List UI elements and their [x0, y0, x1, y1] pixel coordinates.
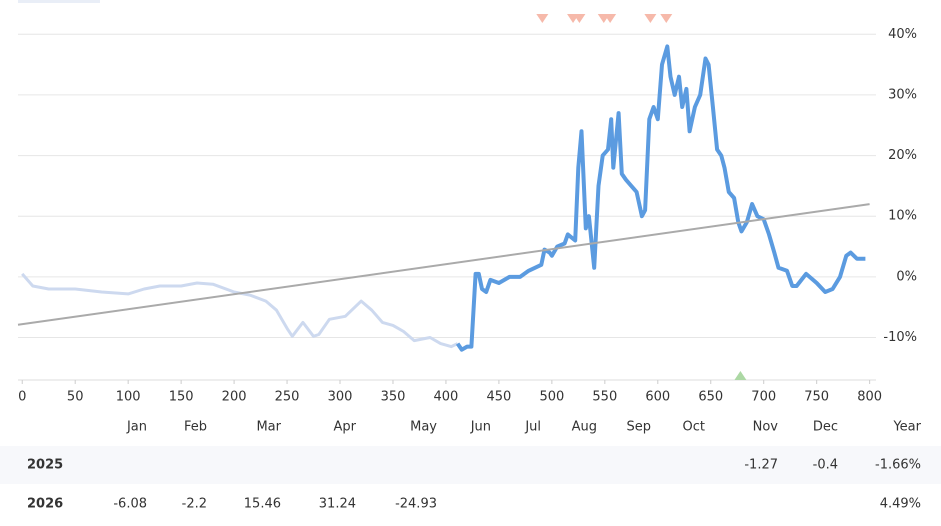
signal-marker — [536, 14, 549, 23]
column-header: Year — [892, 420, 921, 435]
cell: -24.93 — [395, 497, 437, 512]
signal-marker — [573, 14, 586, 23]
x-tick-label: 0 — [18, 390, 26, 405]
x-tick-label: 200 — [222, 390, 247, 405]
x-tick-label: 400 — [434, 390, 459, 405]
x-tick-label: 600 — [645, 390, 670, 405]
y-tick-label: 30% — [888, 87, 917, 102]
column-header: Jun — [470, 420, 491, 435]
column-header: May — [410, 420, 437, 435]
x-tick-label: 250 — [275, 390, 300, 405]
x-tick-label: 500 — [539, 390, 564, 405]
row-label: 2026 — [27, 497, 63, 512]
line — [17, 203, 870, 326]
x-tick-label: 800 — [857, 390, 882, 405]
x-tick-label: 700 — [751, 390, 776, 405]
column-header: Feb — [184, 420, 207, 435]
column-header: Sep — [626, 420, 651, 435]
row-band — [0, 446, 941, 484]
cell: -2.2 — [182, 497, 207, 512]
column-header: Oct — [683, 420, 705, 435]
x-tick-label: 650 — [698, 390, 723, 405]
column-header: Jul — [524, 420, 541, 435]
y-tick-label: 20% — [888, 148, 917, 163]
tab — [18, 0, 100, 3]
cell: -1.66% — [875, 458, 921, 473]
y-tick-label: 40% — [888, 27, 917, 42]
cell: -6.08 — [113, 497, 147, 512]
cell: 4.49% — [880, 497, 921, 512]
x-tick-label: 350 — [381, 390, 406, 405]
signal-marker — [644, 14, 657, 23]
column-header: Nov — [753, 420, 779, 435]
column-header: Jan — [126, 420, 147, 435]
column-header: Dec — [813, 420, 838, 435]
x-tick-label: 550 — [592, 390, 617, 405]
x-tick-label: 150 — [169, 390, 194, 405]
y-tick-label: -10% — [883, 330, 917, 345]
cell: 31.24 — [319, 497, 356, 512]
signal-marker — [604, 14, 617, 23]
x-tick-label: 450 — [486, 390, 511, 405]
y-tick-label: 0% — [896, 269, 917, 284]
row-label: 2025 — [27, 458, 63, 473]
signal-marker — [660, 14, 673, 23]
signal-marker — [734, 371, 747, 380]
cell: 15.46 — [244, 497, 281, 512]
line — [455, 44, 866, 352]
x-tick-label: 100 — [116, 390, 141, 405]
cell: -1.27 — [744, 458, 778, 473]
x-tick-label: 50 — [67, 390, 84, 405]
column-header: Aug — [572, 420, 597, 435]
column-header: Mar — [256, 420, 281, 435]
line — [21, 272, 459, 349]
cell: -0.4 — [813, 458, 838, 473]
x-tick-label: 300 — [328, 390, 353, 405]
y-tick-label: 10% — [888, 209, 917, 224]
x-tick-label: 750 — [804, 390, 829, 405]
column-header: Apr — [334, 420, 357, 435]
